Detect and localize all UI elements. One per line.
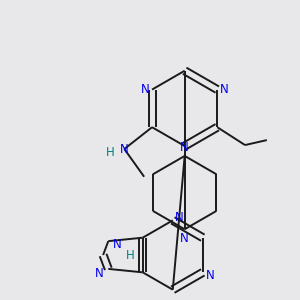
Text: N: N xyxy=(206,269,214,282)
Text: H: H xyxy=(126,248,134,262)
Text: N: N xyxy=(180,232,189,245)
Text: N: N xyxy=(120,142,129,155)
Text: N: N xyxy=(220,83,229,96)
Text: N: N xyxy=(113,238,122,250)
Text: N: N xyxy=(95,267,104,280)
Text: N: N xyxy=(180,140,189,154)
Text: N: N xyxy=(175,211,184,224)
Text: N: N xyxy=(141,83,149,96)
Text: H: H xyxy=(106,146,115,160)
